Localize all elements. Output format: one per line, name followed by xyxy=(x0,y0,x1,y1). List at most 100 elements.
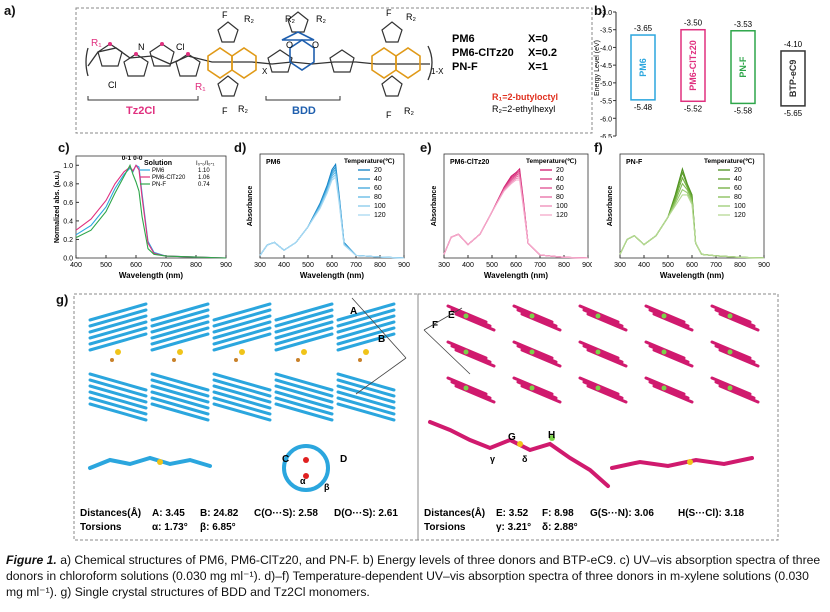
label-g: G xyxy=(508,432,516,443)
x-subscript: X xyxy=(262,67,268,76)
tz2cl-molecule xyxy=(652,384,694,404)
y-tick-label: 0.4 xyxy=(63,218,73,225)
panel-g: g) A B C D α β E F G H γ δ Distances(Å) … xyxy=(0,290,830,546)
o-label-2: O xyxy=(312,40,319,50)
sulfur-atom xyxy=(687,459,693,465)
bdd-molecule xyxy=(274,326,334,346)
r2-definition: R₂=2-ethylhexyl xyxy=(492,104,555,114)
bdd-molecule xyxy=(336,326,396,346)
temp-legend-label: 60 xyxy=(374,185,382,192)
f-label-3: F xyxy=(386,8,392,18)
absorption-chart-solution: 400 500 600 700 800 900 0.0 0.2 0.4 0.6 0.8 1.0 Wave… xyxy=(54,155,232,280)
tz2cl-molecule xyxy=(582,380,624,400)
x-tick-label: 900 xyxy=(398,262,410,269)
tz2cl-label: Tz2Cl xyxy=(126,105,155,117)
series-line-120 xyxy=(443,179,589,259)
chlorine-atom xyxy=(661,313,667,319)
x-tick-label: 400 xyxy=(462,262,474,269)
bdd-molecule xyxy=(88,314,148,334)
y-tick-label: 0.0 xyxy=(63,256,73,263)
right-torsions-label: Torsions xyxy=(424,522,466,533)
cl-label-1: Cl xyxy=(108,80,117,90)
x-tick-label: 500 xyxy=(662,262,674,269)
panel-d-label: d) xyxy=(234,140,247,155)
panel-e: e) 300 400 500 600 700 800 900 Wavelength (nm) A… xyxy=(416,140,592,290)
y-tick-label: 0.8 xyxy=(63,181,73,188)
chlorine-atom xyxy=(529,385,535,391)
bdd-molecule xyxy=(336,332,396,352)
r2-label-bdd2: R₂ xyxy=(316,14,326,24)
tz2cl-molecule xyxy=(652,312,694,332)
b-ytick-label: -5.5 xyxy=(600,99,612,106)
b-ytick-label: -3.5 xyxy=(600,28,612,35)
r1-label-left: R₁ xyxy=(91,38,102,49)
left-distance-a: A: 3.45 xyxy=(152,508,185,519)
o-label-1: O xyxy=(286,40,293,50)
panel-g-label: g) xyxy=(56,292,69,307)
bdd-molecule xyxy=(88,384,148,404)
bdd-molecule xyxy=(150,326,210,346)
series-line-PN-F xyxy=(75,163,227,259)
x-axis-label: Wavelength (nm) xyxy=(119,271,183,280)
bdd-molecule xyxy=(150,320,210,340)
label-delta: δ xyxy=(522,454,528,464)
x-tick-label: 800 xyxy=(734,262,746,269)
panel-a-label: a) xyxy=(4,3,16,18)
oxygen-atom xyxy=(303,457,309,463)
panel-b: b) -3.0 -3.5 -4.0 -4.5 -5.0 -5.5 -6.0 -6.5 Energ… xyxy=(592,0,828,138)
x-tick-label: 900 xyxy=(758,262,770,269)
left-torsion-beta: β: 6.85° xyxy=(200,522,236,533)
bdd-molecule xyxy=(88,320,148,340)
bdd-molecule xyxy=(336,314,396,334)
label-d: D xyxy=(340,454,347,465)
n-label: N xyxy=(138,42,145,52)
bdd-molecule xyxy=(274,308,334,328)
temp-legend-title: Temperature(℃) xyxy=(526,157,577,165)
bdd-molecule xyxy=(274,332,334,352)
tz2cl-molecule xyxy=(582,344,624,364)
y-tick-label: 0.6 xyxy=(63,200,73,207)
x-tick-label: 500 xyxy=(486,262,498,269)
c-peak-00: 0-0 xyxy=(133,155,143,162)
b-bar-PN-F xyxy=(730,30,756,105)
right-distance-h: H(S···Cl): 3.18 xyxy=(678,508,745,519)
bdd-molecule xyxy=(88,332,148,352)
energy-level-chart: -3.0 -3.5 -4.0 -4.5 -5.0 -5.5 -6.0 -6.5 Energy L… xyxy=(594,10,806,138)
temp-legend-label: 80 xyxy=(374,194,382,201)
tz2cl-molecule xyxy=(454,384,496,404)
oxygen-atom xyxy=(303,473,309,479)
polymer-x-2: X=0.2 xyxy=(528,47,557,59)
tz2cl-molecule xyxy=(586,384,628,404)
bdd-molecule xyxy=(150,314,210,334)
b-ytick-label: -6.5 xyxy=(600,134,612,138)
x-tick-label: 600 xyxy=(130,262,142,269)
x-tick-label: 600 xyxy=(510,262,522,269)
sulfur-atom xyxy=(157,459,163,465)
chlorine-atom xyxy=(529,313,535,319)
temp-legend-label: 100 xyxy=(734,203,746,210)
temp-legend-label: 20 xyxy=(374,167,382,174)
bdd-molecule xyxy=(336,390,396,410)
b-ytick-label: -5.0 xyxy=(600,81,612,88)
series-line-120 xyxy=(619,194,765,259)
panel-c: c) 400 500 600 700 800 900 0.0 0.2 0.4 0.6 0.8 1.0 W… xyxy=(0,140,236,290)
sulfur-atom xyxy=(115,349,121,355)
b-material-name: PN-F xyxy=(738,56,748,77)
panel-d: d) 300 400 500 600 700 800 900 Wavelength (nm) A… xyxy=(232,140,416,290)
c-legend-ratio: 1.06 xyxy=(198,175,210,181)
b-ytick-label: -4.5 xyxy=(600,63,612,70)
bdd-molecule xyxy=(88,378,148,398)
bdd-molecule xyxy=(150,402,210,422)
temp-legend-label: 60 xyxy=(734,185,742,192)
y-axis-label: Normalized abs. (a.u.) xyxy=(54,171,61,243)
panel-f: f) 300 400 500 600 700 800 900 Wavelength (nm) A… xyxy=(592,140,828,290)
tz2cl-molecule xyxy=(582,308,624,328)
r2-label-3: R₂ xyxy=(406,12,416,22)
temp-legend-label: 100 xyxy=(374,203,386,210)
panel-e-label: e) xyxy=(420,140,432,155)
temp-legend-title: Temperature(℃) xyxy=(704,157,755,165)
bdd-molecule xyxy=(336,372,396,392)
tz2cl-molecule xyxy=(454,348,496,368)
temp-legend-label: 80 xyxy=(734,194,742,201)
polymer-name-3: PN-F xyxy=(452,61,478,73)
